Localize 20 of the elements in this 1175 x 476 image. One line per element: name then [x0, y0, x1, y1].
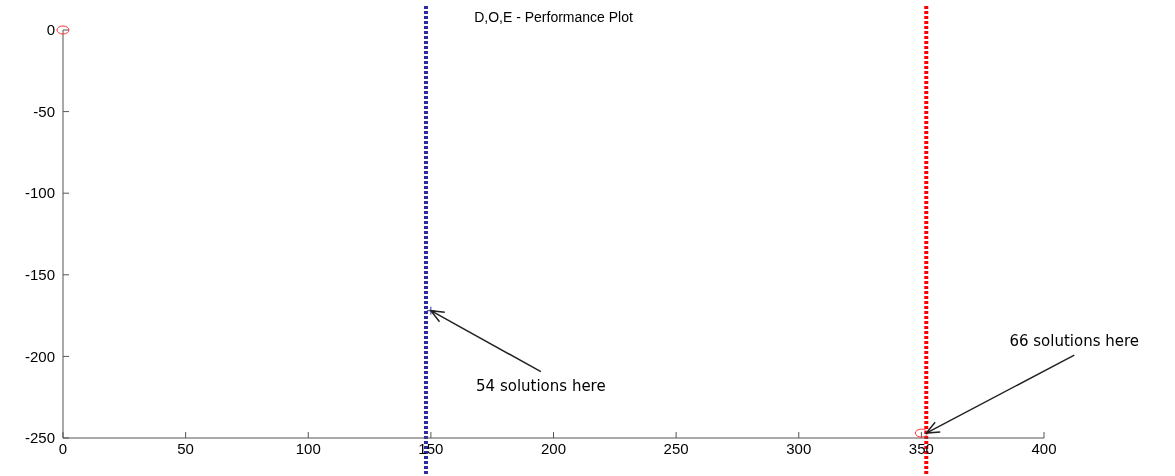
x-tick-label: 50: [177, 440, 194, 457]
chart-title: D,O,E - Performance Plot: [474, 9, 633, 25]
y-tick-label: -50: [33, 102, 55, 120]
y-tick-label: 0: [46, 21, 55, 39]
x-tick-label: 400: [1031, 440, 1057, 457]
x-tick-label: 150: [418, 440, 444, 457]
x-tick-label: 0: [58, 440, 68, 457]
x-tick-label: 200: [540, 440, 567, 457]
y-tick-label: -250: [24, 429, 55, 447]
x-tick-label: 100: [295, 440, 321, 457]
annotation: 66 solutions here: [1009, 332, 1140, 351]
point: [56, 25, 70, 35]
x-tick-label: 300: [786, 440, 812, 457]
point: [914, 428, 928, 438]
y-tick-label: -200: [24, 347, 55, 365]
y-tick-label: -100: [24, 184, 55, 202]
x-tick-label: 350: [908, 440, 934, 457]
x-tick-label: 250: [663, 440, 689, 457]
annotation: 54 solutions here: [476, 376, 606, 395]
y-tick-label: -150: [24, 266, 55, 284]
